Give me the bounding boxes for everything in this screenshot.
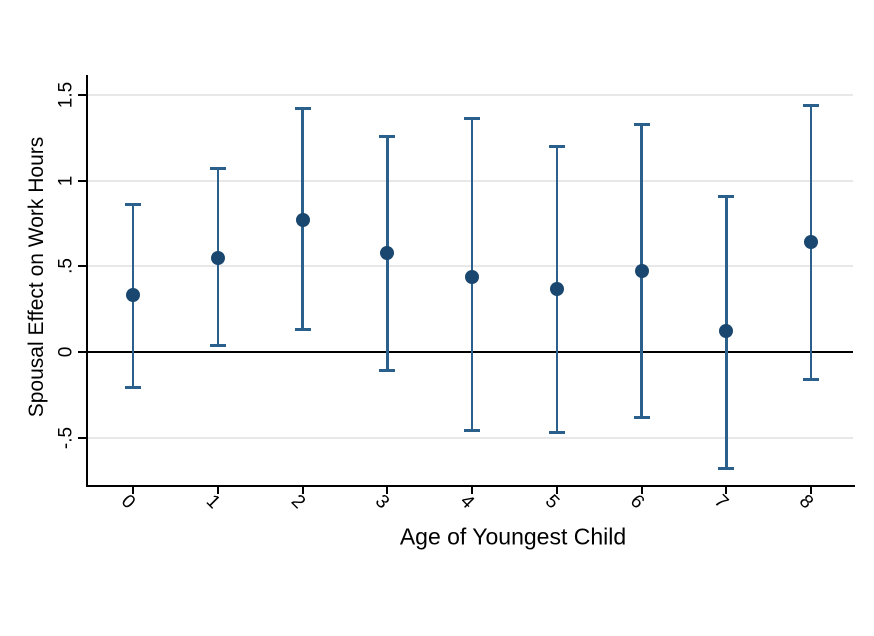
y-gridline <box>88 265 853 268</box>
error-bar-cap-upper <box>633 122 650 126</box>
y-axis-tick <box>78 351 86 353</box>
error-bar-cap-upper <box>209 167 226 171</box>
error-bar-cap-lower <box>633 415 650 419</box>
error-bar-cap-upper <box>379 134 396 138</box>
data-point-marker <box>634 264 649 279</box>
y-gridline <box>88 93 853 96</box>
y-axis-tick <box>78 265 86 268</box>
x-tick-label: 0 <box>116 490 140 514</box>
y-axis-line <box>86 75 88 487</box>
data-point-marker <box>126 288 140 303</box>
x-axis-tick <box>216 487 219 494</box>
x-tick-label: 4 <box>455 490 479 514</box>
x-tick-label: 5 <box>540 490 563 514</box>
x-axis-tick <box>471 487 473 494</box>
error-bar-cap-upper <box>294 107 311 111</box>
error-bar-cap-lower <box>125 386 141 390</box>
y-axis-title: Spousal Effect on Work Hours <box>25 136 48 418</box>
data-point-marker <box>719 324 734 339</box>
x-axis-tick <box>640 487 643 494</box>
y-axis-tick <box>78 93 86 96</box>
x-tick-label: 2 <box>286 490 309 514</box>
data-point-marker <box>465 269 479 284</box>
x-tick-label: 3 <box>371 490 394 514</box>
x-axis-tick <box>555 487 558 494</box>
error-bar-cap-upper <box>548 144 565 148</box>
data-point-marker <box>804 235 818 250</box>
x-tick-label: 7 <box>710 490 733 514</box>
x-tick-label: 6 <box>625 490 648 514</box>
data-point-marker <box>549 281 564 296</box>
error-bar-cap-lower <box>803 377 819 381</box>
error-bar-cap-upper <box>125 203 141 207</box>
data-point-marker <box>380 245 395 260</box>
y-tick-label: 1 <box>55 175 77 186</box>
data-point-marker <box>210 250 225 265</box>
error-bar-cap-lower <box>209 343 226 347</box>
error-bar-cap-upper <box>464 117 480 121</box>
error-bar-cap-lower <box>464 429 480 433</box>
y-tick-label: .5 <box>55 258 77 275</box>
x-axis-tick <box>725 487 728 494</box>
x-axis-tick <box>132 487 134 494</box>
x-axis-tick <box>386 487 389 494</box>
x-axis-tick <box>810 487 812 494</box>
y-tick-label: -.5 <box>55 426 77 449</box>
error-bar-cap-lower <box>294 328 311 332</box>
x-tick-label: 8 <box>794 490 818 514</box>
error-bar-cap-lower <box>718 467 735 471</box>
data-point-marker <box>295 213 310 228</box>
x-tick-label: 1 <box>201 490 224 514</box>
x-axis-tick <box>301 487 304 494</box>
x-axis-line <box>86 485 855 487</box>
error-bar-cap-lower <box>548 431 565 435</box>
y-axis-tick <box>78 179 86 182</box>
zero-line <box>88 351 853 353</box>
error-bar-cap-upper <box>803 103 819 107</box>
error-bar-cap-upper <box>718 194 735 198</box>
y-gridline <box>88 436 853 439</box>
y-tick-label: 1.5 <box>55 81 77 109</box>
error-bar-cap-lower <box>379 369 396 373</box>
y-tick-label: 0 <box>55 346 77 358</box>
y-axis-tick <box>78 436 86 439</box>
x-axis-title: Age of Youngest Child <box>399 523 627 550</box>
y-gridline <box>88 179 853 182</box>
